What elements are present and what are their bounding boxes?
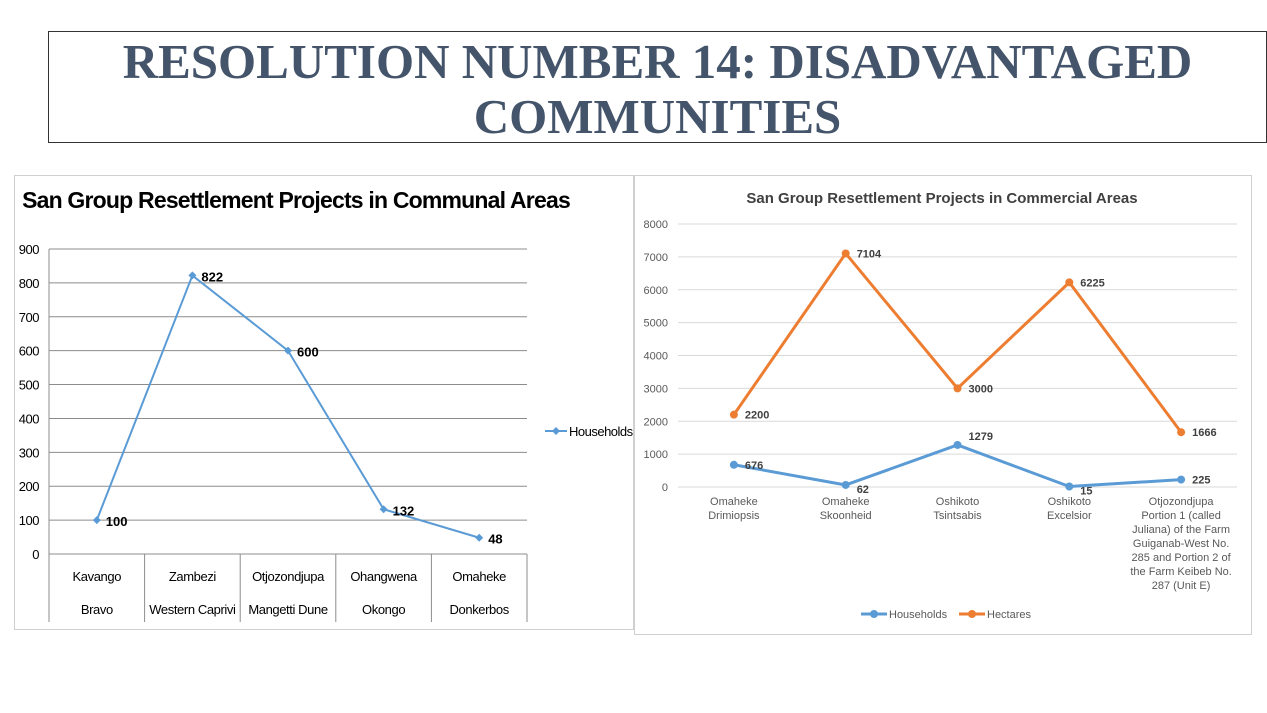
communal-areas-chart-svg: San Group Resettlement Projects in Commu… <box>19 187 634 622</box>
chart-title: San Group Resettlement Projects in Comme… <box>746 190 1137 207</box>
x-tick-label: Ohangwena <box>350 569 418 584</box>
y-tick-label: 100 <box>19 513 39 528</box>
x-tick-label: Omaheke <box>710 496 758 508</box>
x-tick-label: 287 (Unit E) <box>1152 580 1211 592</box>
data-label: 676 <box>745 460 763 472</box>
page-title-line-2: COMMUNITIES <box>473 89 842 144</box>
data-label: 62 <box>857 484 869 496</box>
x-tick-label: Donkerbos <box>450 602 510 617</box>
data-label: 600 <box>297 345 319 360</box>
data-label: 2200 <box>745 410 769 422</box>
legend-label: Households <box>889 609 948 621</box>
chart-title: San Group Resettlement Projects in Commu… <box>22 187 570 213</box>
y-tick-label: 200 <box>19 479 39 494</box>
x-tick-label: 285 and Portion 2 of <box>1132 552 1232 564</box>
series-line-hectares <box>732 251 1183 434</box>
commercial-areas-chart-svg: San Group Resettlement Projects in Comme… <box>644 190 1237 621</box>
y-tick-label: 5000 <box>644 318 668 330</box>
legend-marker <box>870 610 878 618</box>
x-tick-label: the Farm Keibeb No. <box>1130 566 1232 578</box>
y-tick-label: 4000 <box>644 351 668 363</box>
y-tick-label: 0 <box>662 482 668 494</box>
page-title-line-1: RESOLUTION NUMBER 14: DISADVANTAGED <box>122 34 1193 89</box>
data-label: 1279 <box>969 431 993 443</box>
series-line-households <box>95 273 480 539</box>
y-tick-label: 600 <box>19 344 39 359</box>
data-label: 7104 <box>857 248 882 260</box>
series-line-households <box>733 443 1182 489</box>
y-tick-label: 700 <box>19 310 39 325</box>
x-tick-label: Bravo <box>81 602 113 617</box>
y-tick-label: 6000 <box>644 285 668 297</box>
y-tick-label: 7000 <box>644 252 668 264</box>
legend-marker <box>968 610 976 618</box>
data-label: 132 <box>393 503 415 518</box>
y-tick-label: 500 <box>19 378 39 393</box>
x-tick-label: Guiganab-West No. <box>1133 538 1229 550</box>
x-tick-label: Omaheke <box>452 569 506 584</box>
data-point <box>953 384 962 393</box>
data-label: 1666 <box>1192 427 1216 439</box>
x-tick-label: Mangetti Dune <box>248 602 328 617</box>
x-tick-label: Drimiopsis <box>708 510 760 522</box>
x-tick-label: Portion 1 (called <box>1141 510 1221 522</box>
y-tick-label: 300 <box>19 445 39 460</box>
y-tick-label: 400 <box>19 411 39 426</box>
data-label: 3000 <box>969 383 993 395</box>
y-tick-label: 8000 <box>644 219 668 231</box>
x-tick-label: Omaheke <box>822 496 870 508</box>
legend-label: Hectares <box>987 609 1032 621</box>
data-point <box>284 346 292 355</box>
y-tick-label: 900 <box>19 242 39 257</box>
y-tick-label: 2000 <box>644 416 668 428</box>
y-tick-label: 0 <box>32 547 39 562</box>
page-title: RESOLUTION NUMBER 14: DISADVANTAGED COMM… <box>49 34 1266 144</box>
title-box: RESOLUTION NUMBER 14: DISADVANTAGED COMM… <box>48 31 1267 144</box>
x-tick-label: Skoonheid <box>820 510 872 522</box>
x-tick-label: Excelsior <box>1047 510 1092 522</box>
data-point <box>188 271 197 280</box>
data-label: 225 <box>1192 475 1210 487</box>
communal-areas-chart: San Group Resettlement Projects in Commu… <box>14 175 634 630</box>
data-point <box>841 249 850 258</box>
data-point <box>729 410 738 419</box>
data-label: 100 <box>106 514 128 529</box>
data-point <box>729 460 738 469</box>
x-tick-label: Juliana) of the Farm <box>1132 524 1230 536</box>
data-point <box>953 440 962 449</box>
y-tick-label: 1000 <box>644 449 668 461</box>
x-tick-label: Oshikoto <box>936 496 979 508</box>
x-tick-label: Okongo <box>362 602 405 617</box>
data-point <box>92 516 101 525</box>
x-tick-label: Zambezi <box>169 569 217 584</box>
x-tick-label: Tsintsabis <box>933 510 982 522</box>
data-point <box>841 480 850 489</box>
data-point <box>1177 428 1186 437</box>
legend-marker <box>552 427 560 435</box>
data-point <box>1177 475 1186 484</box>
x-tick-label: Otjozondjupa <box>252 569 325 584</box>
y-tick-label: 3000 <box>644 383 668 395</box>
data-point <box>379 505 388 514</box>
commercial-areas-chart: San Group Resettlement Projects in Comme… <box>634 175 1252 635</box>
data-point <box>1065 278 1074 287</box>
x-tick-label: Western Caprivi <box>149 602 236 617</box>
data-label: 822 <box>201 269 223 284</box>
data-label: 48 <box>488 532 502 547</box>
y-tick-label: 800 <box>19 276 39 291</box>
data-point <box>475 533 484 542</box>
x-tick-label: Oshikoto <box>1048 496 1091 508</box>
data-point <box>1065 482 1074 491</box>
x-tick-label: Otjozondjupa <box>1149 496 1215 508</box>
data-label: 15 <box>1080 486 1092 498</box>
x-tick-label: Kavango <box>73 569 122 584</box>
legend-label: Households <box>569 424 633 439</box>
data-label: 6225 <box>1080 277 1104 289</box>
